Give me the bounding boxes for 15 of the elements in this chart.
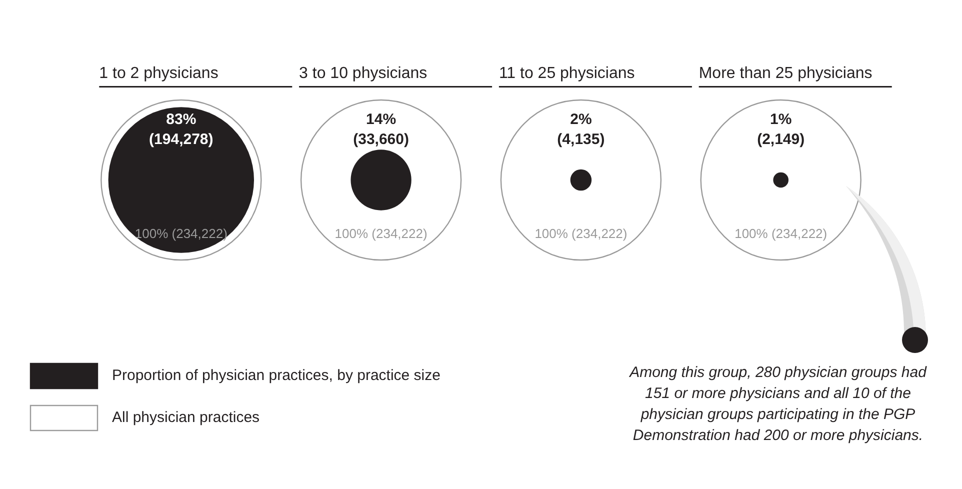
- data-label: 2% (4,135): [557, 111, 605, 148]
- data-label: 14% (33,660): [353, 111, 409, 148]
- text: Among this group, 280 physician groups had 151 or more physicians and all 10 of the physician groups participating in the PGP Demonstration had 200 or more physicians.: [628, 363, 928, 446]
- category-label: 1 to 2 physicians: [99, 65, 218, 82]
- data-label: 1% (2,149): [757, 111, 805, 148]
- legend-label: All physician practices: [112, 409, 260, 426]
- data-label: 100% (234,222): [134, 226, 228, 241]
- category-label: 11 to 25 physicians: [498, 65, 635, 82]
- category-label: 3 to 10 physicians: [299, 65, 428, 82]
- data-label: 83% (194,278): [149, 111, 214, 148]
- data-label: 100% (234,222): [734, 226, 828, 241]
- data-label: 100% (234,222): [534, 226, 628, 241]
- category-label: More than 25 physicians: [698, 65, 872, 82]
- legend-label: Proportion of physician practices, by practice size: [112, 367, 440, 384]
- data-label: 100% (234,222): [334, 226, 428, 241]
